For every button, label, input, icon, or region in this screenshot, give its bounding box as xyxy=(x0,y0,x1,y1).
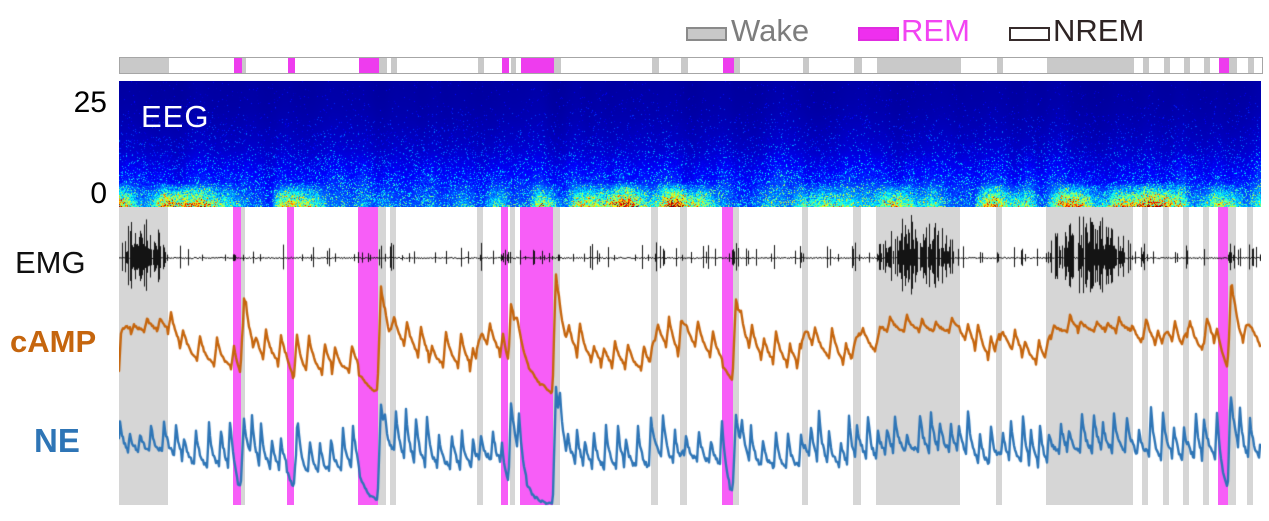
eeg-ytick-0: 0 xyxy=(90,177,107,210)
strip-seg-rem xyxy=(723,58,734,73)
signal-traces-canvas xyxy=(119,207,1261,521)
emg-panel-label: EMG xyxy=(15,245,86,280)
legend-swatch-wake xyxy=(686,27,727,41)
ne-panel-label: NE xyxy=(34,422,80,459)
strip-seg-wake xyxy=(478,58,484,73)
strip-seg-rem xyxy=(1218,58,1229,73)
eeg-ytick-25: 25 xyxy=(73,86,107,119)
strip-seg-rem xyxy=(234,58,242,73)
strip-seg-rem xyxy=(521,58,554,73)
strip-seg-wake xyxy=(242,58,246,73)
strip-seg-wake xyxy=(1184,58,1190,73)
strip-seg-wake xyxy=(681,58,688,73)
strip-seg-wake xyxy=(877,58,961,73)
legend-label-wake: Wake xyxy=(731,13,810,48)
strip-seg-wake xyxy=(997,58,1003,73)
strip-seg-wake xyxy=(803,58,809,73)
camp-panel-label: cAMP xyxy=(10,324,97,359)
strip-seg-rem xyxy=(359,58,379,73)
hypnogram-strip xyxy=(119,57,1263,74)
legend-label-rem: REM xyxy=(901,13,970,48)
legend: Wake REM NREM xyxy=(0,0,1269,50)
legend-swatch-rem xyxy=(858,27,899,41)
strip-seg-rem xyxy=(502,58,509,73)
strip-seg-wake xyxy=(1229,58,1237,73)
strip-seg-rem xyxy=(288,58,295,73)
strip-seg-wake xyxy=(652,58,659,73)
strip-seg-wake xyxy=(734,58,740,73)
strip-seg-wake xyxy=(120,58,169,73)
strip-seg-wake xyxy=(379,58,387,73)
strip-seg-wake xyxy=(1143,58,1149,73)
legend-label-nrem: NREM xyxy=(1053,13,1145,48)
strip-seg-wake xyxy=(554,58,561,73)
strip-seg-wake xyxy=(1164,58,1170,73)
strip-seg-wake xyxy=(511,58,516,73)
strip-seg-wake xyxy=(1047,58,1134,73)
strip-seg-wake xyxy=(391,58,397,73)
strip-seg-wake xyxy=(1248,58,1254,73)
strip-seg-wake xyxy=(854,58,862,73)
strip-seg-wake xyxy=(1204,58,1210,73)
legend-swatch-nrem xyxy=(1009,27,1050,41)
eeg-spectrogram-canvas xyxy=(119,81,1261,207)
eeg-panel-label: EEG xyxy=(141,99,210,134)
